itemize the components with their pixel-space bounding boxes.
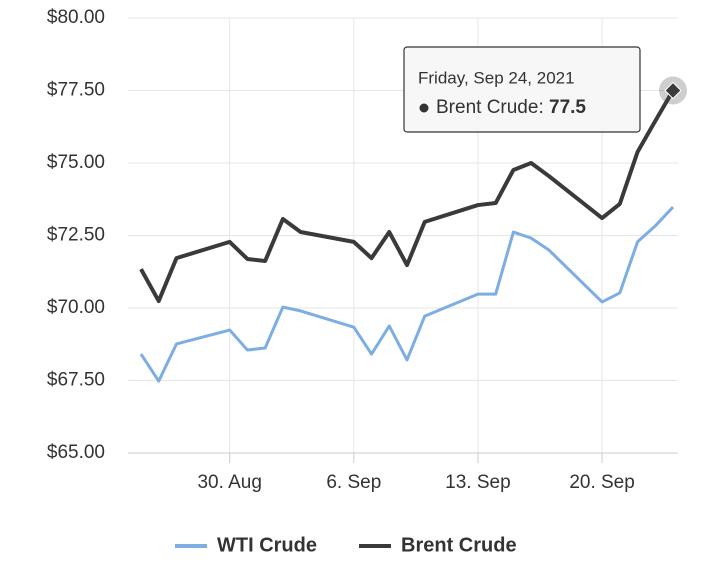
legend-label: WTI Crude <box>217 534 317 556</box>
y-tick-label: $72.50 <box>47 225 105 246</box>
series-line <box>139 206 675 383</box>
y-tick-label: $75.00 <box>47 152 105 173</box>
y-tick-label: $80.00 <box>47 7 105 28</box>
y-tick-label: $77.50 <box>47 80 105 101</box>
y-tick-label: $70.00 <box>47 297 105 318</box>
tooltip-text: Brent Crude: 77.5 <box>436 97 586 118</box>
x-tick-label: 20. Sep <box>569 472 635 493</box>
x-tick-label: 13. Sep <box>445 472 511 493</box>
tooltip-dot <box>419 103 429 113</box>
tooltip-value: 77.5 <box>549 97 586 118</box>
hover-point <box>664 81 682 100</box>
tooltip: Friday, Sep 24, 2021 Brent Crude: 77.5 <box>403 46 641 133</box>
tooltip-title: Friday, Sep 24, 2021 <box>418 68 575 87</box>
x-tick-label: 30. Aug <box>197 472 261 493</box>
y-tick-label: $67.50 <box>47 370 105 391</box>
legend-label: Brent Crude <box>401 534 517 556</box>
tooltip-box <box>403 46 641 133</box>
x-tick-label: 6. Sep <box>326 472 381 493</box>
series-line <box>139 89 675 304</box>
y-tick-label: $65.00 <box>47 442 105 463</box>
tooltip-label: Brent Crude: <box>436 97 544 118</box>
